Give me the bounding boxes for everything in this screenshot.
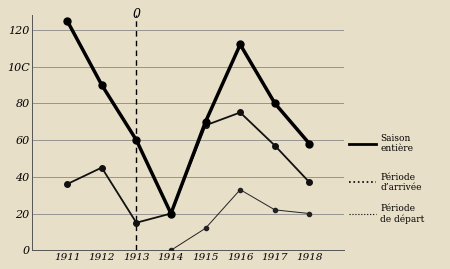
Text: 0: 0 (132, 8, 140, 21)
Text: Période
d’arrivée: Période d’arrivée (380, 173, 422, 192)
Text: Période
de départ: Période de départ (380, 204, 424, 224)
Text: Saison
entière: Saison entière (380, 134, 413, 153)
